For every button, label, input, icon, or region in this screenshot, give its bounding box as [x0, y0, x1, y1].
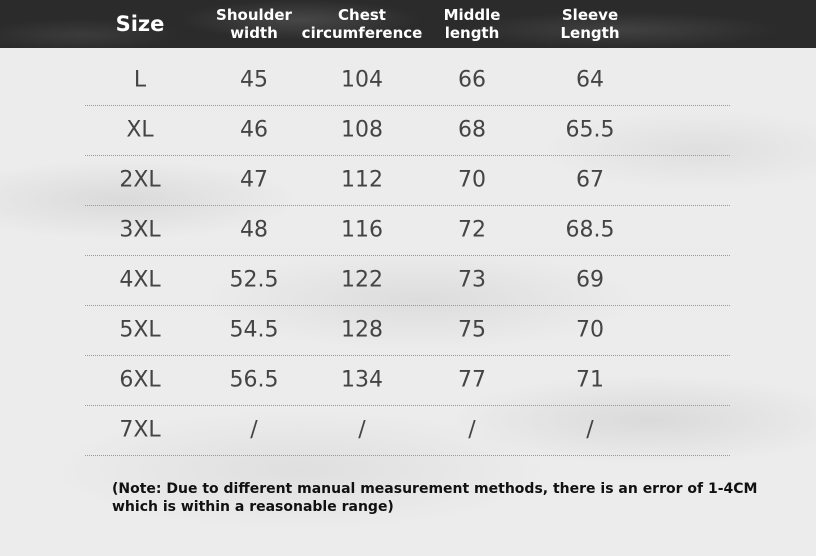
measurement: 54.5	[229, 317, 279, 343]
size-label: 4XL	[119, 267, 161, 293]
size-label: 6XL	[119, 367, 161, 393]
measurement: 122	[341, 267, 383, 293]
row-divider	[85, 155, 730, 156]
measurement: /	[468, 417, 476, 443]
measurement: 112	[341, 167, 383, 193]
header-cell: Sleeve Length	[561, 0, 620, 48]
header-band: Size Shoulder width Chest circumference Middl…	[0, 0, 816, 48]
measurement: 71	[576, 367, 604, 393]
measurement: 68	[458, 117, 486, 143]
measurement: 75	[458, 317, 486, 343]
size-label: XL	[126, 117, 154, 143]
header-line: Shoulder	[216, 6, 292, 24]
note-line: (Note: Due to different manual measureme…	[112, 481, 758, 497]
measurement: 56.5	[229, 367, 279, 393]
size-label: 3XL	[119, 217, 161, 243]
row-divider	[85, 455, 730, 456]
header-line: Middle	[443, 6, 501, 24]
measurement: 48	[240, 217, 268, 243]
header-line: Size	[115, 12, 165, 36]
measurement: 128	[341, 317, 383, 343]
header-cell: Size	[116, 0, 165, 48]
header-line: Sleeve	[561, 6, 619, 24]
measurement: /	[586, 417, 594, 443]
header-cell: Shoulder width	[216, 0, 292, 48]
row-divider	[85, 355, 730, 356]
header-line: Length	[560, 24, 620, 42]
measurement: 46	[240, 117, 268, 143]
measurement: 77	[458, 367, 486, 393]
row-divider	[85, 105, 730, 106]
header-line: Chest	[338, 6, 386, 24]
measurement: 108	[341, 117, 383, 143]
row-divider	[85, 255, 730, 256]
measurement: 70	[576, 317, 604, 343]
measurement: 66	[458, 67, 486, 93]
measurement: 104	[341, 67, 383, 93]
row-divider	[85, 305, 730, 306]
measurement: 52.5	[229, 267, 279, 293]
row-divider	[85, 405, 730, 406]
size-label: 5XL	[119, 317, 161, 343]
measurement: 72	[458, 217, 486, 243]
header-line: circumference	[301, 24, 423, 42]
measurement: 65.5	[565, 117, 615, 143]
measurement: /	[358, 417, 366, 443]
measurement: 69	[576, 267, 604, 293]
measurement: 68.5	[565, 217, 615, 243]
header-cell: Middle length	[444, 0, 501, 48]
row-divider	[85, 205, 730, 206]
header-line: width	[230, 24, 278, 42]
measurement: 73	[458, 267, 486, 293]
measurement: 45	[240, 67, 268, 93]
header-cell: Chest circumference	[302, 0, 423, 48]
header-line: length	[444, 24, 500, 42]
measurement: 70	[458, 167, 486, 193]
note-line: which is within a reasonable range)	[112, 499, 394, 515]
size-label: 7XL	[119, 417, 161, 443]
measurement: 47	[240, 167, 268, 193]
measurement: 116	[341, 217, 383, 243]
measurement: 67	[576, 167, 604, 193]
size-label: L	[133, 67, 147, 93]
measurement: 134	[341, 367, 383, 393]
size-label: 2XL	[119, 167, 161, 193]
measurement: 64	[576, 67, 604, 93]
measurement: /	[250, 417, 258, 443]
